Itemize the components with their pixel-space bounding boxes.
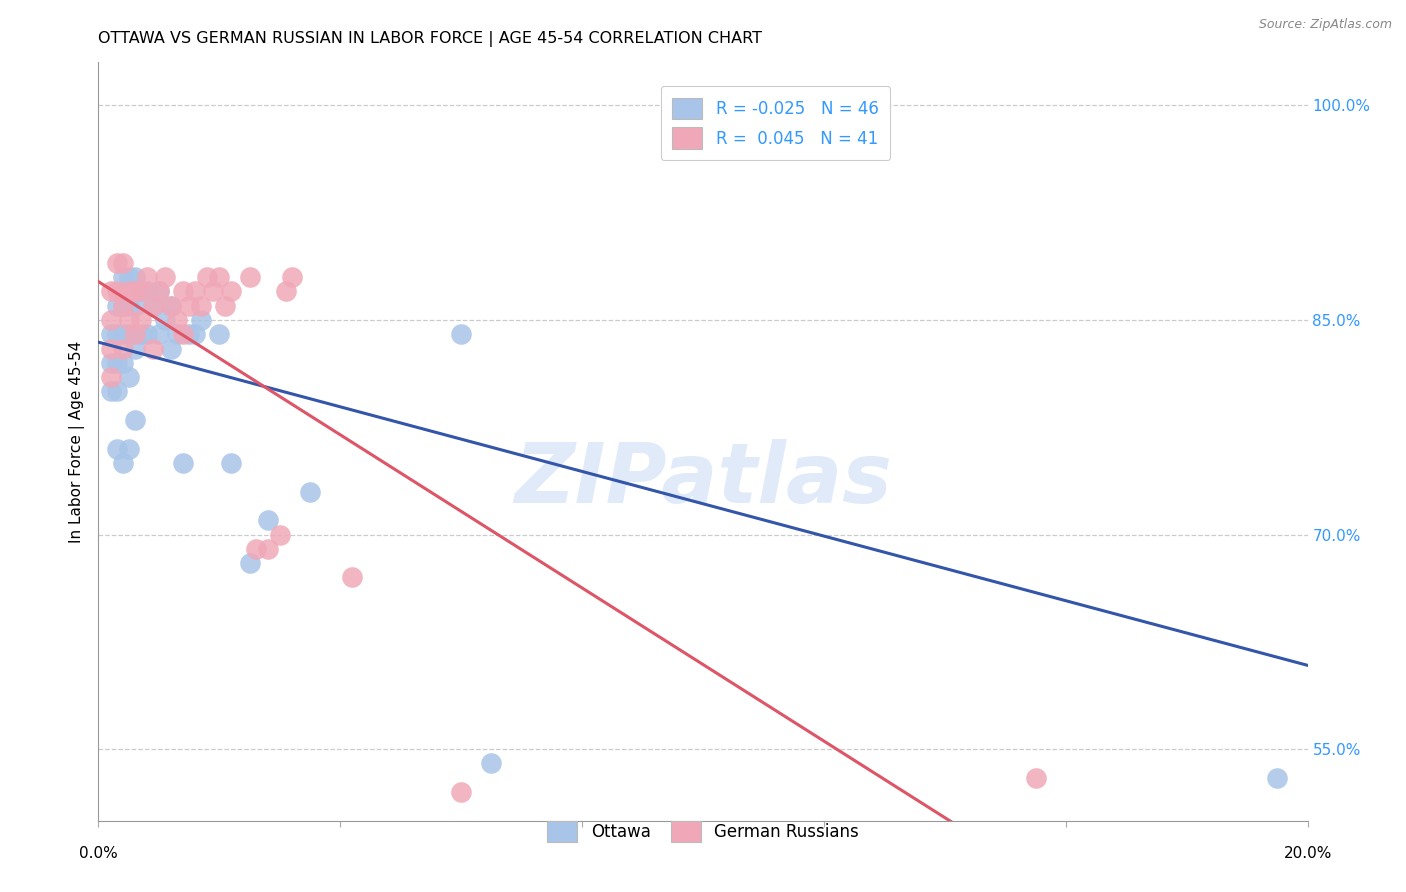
Point (100, 342, 122, 356)
Point (100, 384, 122, 399)
Point (153, 270, 176, 285)
Point (129, 313, 152, 327)
Point (172, 456, 194, 470)
Point (118, 270, 141, 285)
Point (129, 285, 152, 299)
Point (179, 299, 201, 313)
Point (129, 327, 152, 342)
Point (160, 299, 183, 313)
Point (274, 285, 297, 299)
Point (124, 270, 146, 285)
Point (111, 327, 134, 342)
Point (1267, 771, 1289, 785)
Point (124, 327, 146, 342)
Point (105, 299, 128, 313)
Point (342, 570, 364, 584)
Point (166, 327, 188, 342)
Point (184, 285, 207, 299)
Point (118, 442, 141, 456)
Point (166, 313, 188, 327)
Point (100, 370, 122, 384)
Point (124, 342, 146, 356)
Point (100, 285, 122, 299)
Point (118, 285, 141, 299)
Legend: Ottawa, German Russians: Ottawa, German Russians (536, 809, 870, 854)
Point (111, 299, 134, 313)
Point (105, 442, 128, 456)
Point (214, 299, 236, 313)
Point (111, 456, 134, 470)
Point (105, 356, 128, 370)
Point (245, 541, 267, 556)
Point (269, 527, 291, 541)
Point (160, 342, 183, 356)
Point (179, 327, 201, 342)
Point (118, 370, 141, 384)
Point (118, 327, 141, 342)
Point (135, 270, 157, 285)
Point (160, 299, 183, 313)
Point (208, 270, 231, 285)
Text: 20.0%: 20.0% (1284, 847, 1331, 862)
Point (256, 541, 278, 556)
Point (135, 327, 157, 342)
Point (118, 299, 141, 313)
Point (142, 342, 165, 356)
Point (148, 327, 170, 342)
Point (100, 356, 122, 370)
Point (1024, 771, 1046, 785)
Point (111, 256, 134, 270)
Point (111, 270, 134, 285)
Point (195, 270, 218, 285)
Point (202, 285, 225, 299)
Point (129, 285, 152, 299)
Point (100, 313, 122, 327)
Point (752, 98, 775, 112)
Point (172, 285, 194, 299)
Point (105, 256, 128, 270)
Point (142, 299, 165, 313)
Text: ZIPatlas: ZIPatlas (515, 439, 891, 520)
Point (142, 299, 165, 313)
Point (148, 285, 170, 299)
Point (299, 484, 322, 499)
Point (148, 285, 170, 299)
Point (135, 285, 157, 299)
Text: OTTAWA VS GERMAN RUSSIAN IN LABOR FORCE | AGE 45-54 CORRELATION CHART: OTTAWA VS GERMAN RUSSIAN IN LABOR FORCE … (98, 31, 762, 47)
Point (256, 513, 278, 527)
Point (208, 327, 231, 342)
Point (153, 313, 176, 327)
Point (111, 342, 134, 356)
Point (105, 384, 128, 399)
Point (172, 327, 194, 342)
Text: Source: ZipAtlas.com: Source: ZipAtlas.com (1258, 18, 1392, 31)
Point (124, 413, 146, 427)
Point (190, 313, 212, 327)
Point (450, 327, 472, 342)
Point (239, 556, 262, 570)
Y-axis label: In Labor Force | Age 45-54: In Labor Force | Age 45-54 (69, 341, 86, 542)
Point (118, 313, 141, 327)
Point (190, 299, 212, 313)
Point (105, 285, 128, 299)
Point (124, 299, 146, 313)
Point (221, 456, 243, 470)
Point (450, 785, 472, 799)
Point (239, 270, 262, 285)
Point (111, 299, 134, 313)
Point (105, 327, 128, 342)
Text: 0.0%: 0.0% (79, 847, 118, 862)
Point (100, 327, 122, 342)
Point (184, 327, 207, 342)
Point (481, 756, 503, 771)
Point (221, 285, 243, 299)
Point (281, 270, 304, 285)
Point (124, 285, 146, 299)
Point (111, 356, 134, 370)
